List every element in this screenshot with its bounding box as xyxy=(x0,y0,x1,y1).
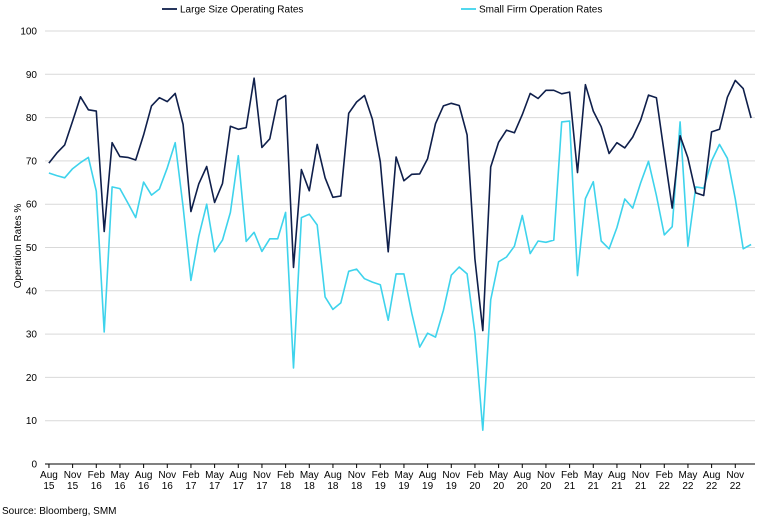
y-tick-label: 90 xyxy=(26,70,38,81)
y-tick-label: 0 xyxy=(31,460,37,471)
x-tick-label: Feb 18 xyxy=(277,470,295,492)
x-tick-label: Feb 16 xyxy=(88,470,106,492)
x-tick-label: May 22 xyxy=(678,470,697,492)
x-tick-label: Aug 18 xyxy=(324,470,342,492)
x-tick-label: Nov 18 xyxy=(348,470,366,492)
x-tick-label: Aug 16 xyxy=(135,470,153,492)
x-tick-label: May 21 xyxy=(584,470,603,492)
y-tick-label: 30 xyxy=(26,330,38,341)
x-tick-label: Aug 21 xyxy=(608,470,626,492)
x-tick-label: Aug 15 xyxy=(40,470,58,492)
y-tick-label: 100 xyxy=(20,27,37,38)
x-tick-label: Nov 20 xyxy=(537,470,555,492)
x-tick-label: Aug 17 xyxy=(229,470,247,492)
series-lines xyxy=(48,77,752,432)
x-tick-label: May 17 xyxy=(205,470,224,492)
x-tick-label: Feb 20 xyxy=(466,470,484,492)
y-tick-label: 10 xyxy=(26,416,38,427)
y-tick-label: 50 xyxy=(26,243,38,254)
y-tick-label: 20 xyxy=(26,373,38,384)
gridlines xyxy=(45,30,755,422)
y-axis-label: Operation Rates % xyxy=(13,204,24,289)
x-tick-label: Aug 22 xyxy=(703,470,721,492)
y-tick-label: 60 xyxy=(26,200,38,211)
x-tick-label: Nov 22 xyxy=(726,470,744,492)
x-tick-label: May 19 xyxy=(394,470,413,492)
x-tick-label: Feb 21 xyxy=(561,470,579,492)
x-tick-label: Nov 16 xyxy=(158,470,176,492)
x-tick-label: Nov 21 xyxy=(632,470,650,492)
legend-label-large-size: Large Size Operating Rates xyxy=(180,5,303,16)
series-line-small-firm xyxy=(48,120,752,432)
y-tick-label: 80 xyxy=(26,113,38,124)
x-tick-label: May 20 xyxy=(489,470,508,492)
x-tick-label: Feb 17 xyxy=(182,470,200,492)
x-tick-label: May 18 xyxy=(300,470,319,492)
x-tick-label: Nov 19 xyxy=(442,470,460,492)
source-note: Source: Bloomberg, SMM xyxy=(2,506,117,517)
y-tick-label: 70 xyxy=(26,156,38,167)
legend-label-small-firm: Small Firm Operation Rates xyxy=(479,5,602,16)
x-tick-label: Feb 22 xyxy=(656,470,674,492)
x-tick-label: Feb 19 xyxy=(372,470,390,492)
x-tick-label: Aug 20 xyxy=(513,470,531,492)
x-tick-label: Nov 15 xyxy=(64,470,82,492)
y-tick-label: 40 xyxy=(26,286,38,297)
y-axis-ticks: 0 10 20 30 40 50 60 70 80 90 100 xyxy=(20,27,37,471)
legend: Large Size Operating Rates Small Firm Op… xyxy=(162,5,602,16)
x-tick-label: Nov 17 xyxy=(253,470,271,492)
series-line-large-size xyxy=(48,77,752,332)
x-tick-label: May 16 xyxy=(110,470,129,492)
x-tick-label: Aug 19 xyxy=(419,470,437,492)
